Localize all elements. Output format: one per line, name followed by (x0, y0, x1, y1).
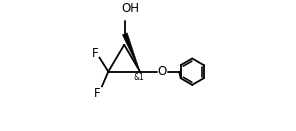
Text: F: F (91, 47, 98, 60)
Text: O: O (158, 65, 167, 78)
Text: OH: OH (121, 2, 139, 15)
Polygon shape (122, 33, 140, 72)
Text: &1: &1 (134, 73, 145, 82)
Text: F: F (94, 87, 101, 100)
